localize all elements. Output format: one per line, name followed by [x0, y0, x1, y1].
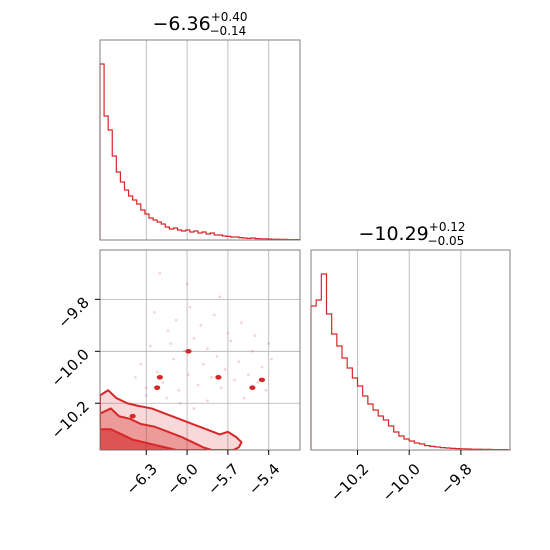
panel1-frame	[99, 39, 301, 241]
x-tick-labels-marginal-2: −10.2 −10.0 −9.8	[327, 450, 476, 505]
contour-inner	[100, 428, 178, 450]
scatter-point-19	[229, 339, 232, 343]
scatter-point-23	[246, 373, 250, 376]
panel1-title: −6.36+0.40 −0.14	[152, 10, 247, 38]
scatter-point-16	[215, 355, 219, 358]
scatter-point-45	[169, 342, 173, 345]
panel1-title-minus: −0.14	[210, 24, 247, 38]
dense-blob-5	[258, 377, 266, 383]
scatter-point-44	[158, 272, 162, 275]
scatter-point-17	[219, 386, 223, 389]
dense-blob-1	[154, 385, 161, 390]
joint-frame	[99, 249, 301, 451]
scatter-point-7	[172, 357, 175, 361]
x-tick-labels-marginal-2-label-1: −10.0	[379, 460, 424, 505]
scatter-point-39	[206, 399, 209, 402]
marginal-panel-1: −6.36+0.40 −0.14	[99, 10, 301, 241]
scatter-point-41	[253, 334, 257, 338]
x-tick-labels-joint-label-2: −5.7	[204, 460, 242, 498]
panel2-frame	[310, 249, 511, 451]
scatter-point-40	[144, 394, 148, 397]
joint-panel	[99, 249, 301, 451]
scatter-point-20	[233, 378, 236, 382]
scatter-point-36	[165, 396, 168, 400]
y-tick-labels-joint: −9.8 −10.0 −10.2	[48, 293, 100, 443]
dense-blob-4	[129, 413, 136, 419]
scatter-point-28	[270, 357, 273, 361]
scatter-point-0	[134, 375, 137, 379]
panel2-title-plus: +0.12	[429, 220, 466, 234]
scatter-point-15	[210, 375, 213, 379]
scatter-point-30	[174, 318, 178, 322]
scatter-point-26	[260, 365, 264, 369]
contour-outer	[100, 389, 243, 450]
scatter-point-14	[206, 347, 209, 351]
scatter-point-9	[183, 349, 186, 353]
y-tick-label-2: −10.2	[48, 397, 93, 442]
x-tick-labels-joint: −6.3 −6.0 −5.7 −5.4	[123, 450, 283, 499]
dense-blob-2	[185, 348, 192, 354]
scatter-point-43	[185, 282, 189, 286]
y-tick-label-0: −9.8	[54, 293, 92, 331]
scatter-point-22	[242, 396, 246, 400]
panel2-grid	[357, 250, 462, 450]
dense-blob-0	[156, 374, 163, 380]
dense-blob-6	[249, 385, 256, 390]
scatter-point-46	[218, 295, 222, 299]
scatter-point-12	[196, 383, 200, 387]
x-tick-labels-joint-label-0: −6.3	[123, 460, 161, 498]
panel2-title-minus: −0.05	[428, 234, 465, 248]
dense-blob-3	[215, 374, 222, 380]
joint-scatter	[134, 272, 273, 410]
scatter-point-1	[139, 362, 143, 366]
scatter-point-35	[240, 321, 243, 325]
panel2-histogram	[310, 273, 511, 451]
scatter-point-4	[155, 370, 159, 374]
scatter-point-2	[144, 386, 148, 389]
marginal-panel-2: −10.29+0.12 −0.05	[310, 220, 511, 451]
scatter-point-31	[188, 305, 192, 309]
scatter-point-8	[177, 388, 181, 392]
scatter-point-21	[237, 360, 241, 363]
panel1-histogram	[99, 63, 301, 241]
panel1-grid	[145, 40, 270, 240]
scatter-point-27	[264, 388, 268, 392]
scatter-point-32	[199, 324, 202, 327]
scatter-point-24	[251, 349, 254, 353]
scatter-point-18	[223, 368, 227, 371]
panel2-title: −10.29+0.12 −0.05	[358, 220, 465, 248]
x-tick-labels-joint-label-1: −6.0	[163, 460, 201, 498]
scatter-point-37	[178, 401, 182, 405]
panel2-title-median: −10.29	[358, 223, 428, 245]
scatter-point-33	[212, 313, 216, 317]
panel1-title-median: −6.36	[152, 13, 210, 35]
joint-contours	[100, 348, 266, 450]
scatter-point-10	[187, 373, 190, 376]
scatter-point-34	[226, 331, 230, 335]
scatter-point-6	[166, 329, 170, 332]
scatter-point-3	[149, 344, 152, 348]
panel1-title-plus: +0.40	[211, 10, 248, 24]
scatter-point-29	[153, 311, 156, 314]
scatter-point-42	[267, 342, 271, 345]
scatter-point-11	[192, 337, 196, 340]
y-tick-label-1: −10.0	[48, 345, 93, 390]
scatter-point-38	[192, 407, 196, 410]
x-tick-labels-joint-label-3: −5.4	[245, 460, 283, 498]
x-tick-labels-marginal-2-label-0: −10.2	[327, 460, 372, 505]
scatter-point-13	[202, 362, 205, 366]
scatter-point-5	[161, 381, 164, 384]
x-tick-labels-marginal-2-label-2: −9.8	[437, 460, 475, 498]
scatter-point-25	[256, 381, 260, 384]
